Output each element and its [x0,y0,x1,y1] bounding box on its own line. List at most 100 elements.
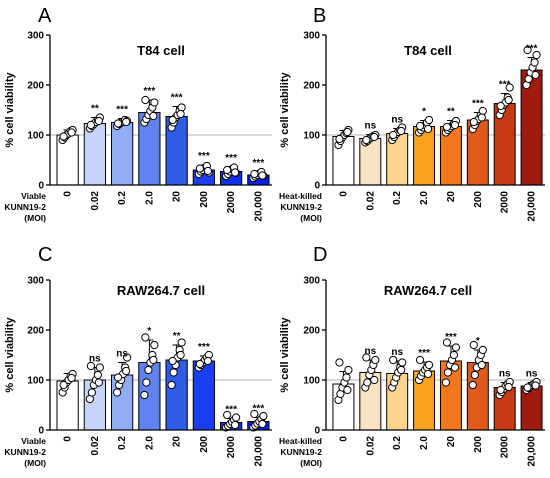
x-tick-label: 0 [338,191,349,197]
x-tick-label: 20,000 [527,436,538,467]
data-point [177,103,186,112]
panel-c: C RAW264.7 cell % cell viability 0 0.02 ns… [4,244,272,468]
data-point [87,388,96,397]
data-point [195,164,204,173]
x-tick-label: 2.0 [419,191,430,205]
x-group-label: KUNN19-2 [280,202,322,212]
x-tick-label: 2000 [226,191,237,214]
x-tick-label: 2.0 [419,436,430,450]
x-tick-label: 20,000 [253,436,264,467]
x-group-label: Heat-killed [279,191,322,201]
data-point [167,380,176,390]
chart-title: T84 cell [137,43,185,58]
data-point [362,135,371,145]
x-tick-label: 20 [446,436,457,448]
significance-label: ns [499,369,511,380]
data-point [176,350,185,360]
data-point [176,109,185,119]
data-point [449,350,459,360]
data-point [442,122,452,132]
data-point [531,70,540,80]
x-tick-label: 0.02 [365,436,376,456]
x-tick-label: 0 [338,436,349,442]
x-tick-label: 2000 [226,436,237,459]
data-point [250,409,259,419]
y-tick-label: 200 [27,81,44,92]
x-group-label: Viable [21,436,46,446]
data-point [86,120,95,130]
y-tick-label: 300 [27,276,44,287]
data-point [335,358,344,367]
x-tick-label: 0.2 [392,436,403,450]
x-group-label: Heat-killed [279,436,322,446]
data-point [141,95,150,105]
data-point [144,365,153,375]
chart-title: T84 cell [404,43,452,58]
significance-label: ns [364,346,376,357]
data-point [122,366,131,376]
chart-title: RAW264.7 cell [384,283,472,298]
data-point [258,419,267,429]
data-point [450,363,460,372]
data-point [504,95,513,105]
bar [192,360,216,431]
data-point [169,368,178,377]
data-point [140,390,149,400]
data-point [531,381,540,390]
y-axis-label: % cell viability [279,72,291,148]
data-point [477,113,486,122]
x-tick-label: 0.2 [117,436,128,450]
x-group-label: (MOI) [24,458,46,468]
x-group-label: KUNN19-2 [4,447,46,457]
data-point [195,359,204,369]
data-point [530,58,539,67]
x-group-label: KUNN19-2 [280,447,322,457]
data-point [142,378,151,387]
data-point [259,411,268,421]
panel-b: B T84 cell % cell viability 0 0.02 ns 0.2 ns… [279,5,545,223]
data-point [231,168,240,177]
significance-label: *** [198,151,210,162]
significance-label: ns [89,354,101,365]
data-point [141,333,150,342]
data-point [149,111,158,121]
panel-letter: B [313,5,326,27]
x-tick-label: 2000 [500,191,511,214]
significance-label: *** [225,405,237,416]
data-point [424,360,434,370]
significance-label: ** [447,107,455,118]
y-tick-label: 200 [303,81,320,92]
y-tick-label: 100 [303,131,320,142]
data-point [223,165,232,175]
data-point [496,101,505,111]
data-point [478,345,487,355]
data-point [424,115,434,125]
significance-label: *** [526,44,538,55]
x-tick-label: 20 [446,191,457,203]
data-point [398,358,407,367]
data-point [523,45,532,55]
data-point [505,83,514,92]
y-tick-label: 0 [314,426,320,437]
x-tick-label: 200 [473,436,484,453]
data-point [223,410,232,420]
x-tick-label: 0 [63,436,74,442]
data-point [114,373,123,382]
data-point [93,370,102,380]
data-point [168,115,177,125]
data-point [122,117,131,127]
data-point [415,355,425,365]
data-point [149,355,158,365]
data-point [335,134,344,144]
data-point [423,124,433,134]
x-tick-label: 20 [172,191,183,203]
y-axis-label: % cell viability [4,317,16,393]
panel-d: D RAW264.7 cell % cell viability 0 0.02 ns… [279,244,545,468]
x-tick-label: 2000 [500,436,511,459]
y-axis-label: % cell viability [279,317,291,393]
data-point [371,355,380,365]
data-point [532,50,541,60]
panel-a: A T84 cell % cell viability 0 0.02 ** 0.2 **… [4,5,272,223]
data-point [477,360,486,370]
